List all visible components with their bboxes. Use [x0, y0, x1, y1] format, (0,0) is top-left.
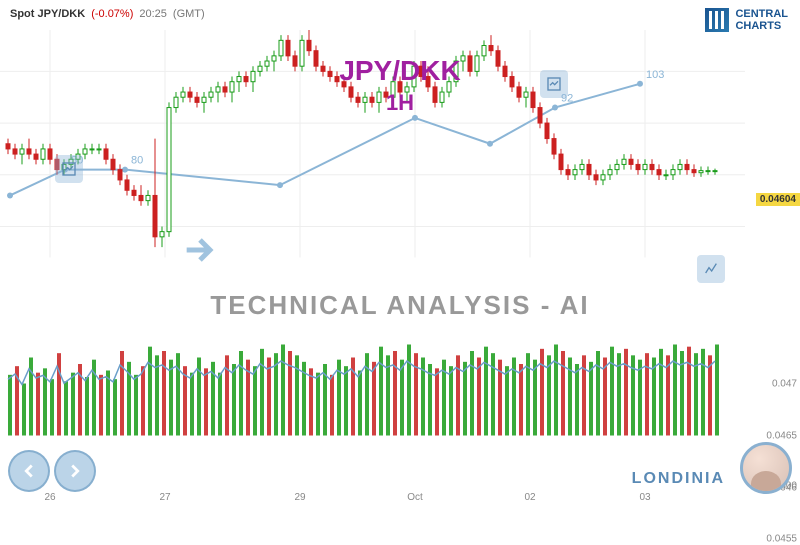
chart-tool-icon[interactable] [55, 155, 83, 183]
logo-text: CENTRALCHARTS [735, 8, 788, 32]
tz-label: (GMT) [173, 8, 205, 20]
change-label: (-0.07%) [91, 8, 133, 20]
nav-forward-button[interactable] [54, 450, 96, 492]
logo-icon [705, 8, 729, 32]
svg-text:103: 103 [646, 69, 664, 81]
current-price-tag: 0.04604 [756, 193, 800, 206]
timeframe-watermark: 1H [386, 90, 414, 116]
chart-header: Spot JPY/DKK (-0.07%) 20:25 (GMT) [10, 8, 205, 20]
nav-back-button[interactable] [8, 450, 50, 492]
svg-text:80: 80 [131, 155, 143, 167]
volume-panel[interactable]: 4000 [0, 338, 745, 470]
chart-tool-icon[interactable] [697, 255, 725, 283]
pair-watermark: JPY/DKK [339, 55, 460, 87]
arrow-icon [180, 230, 220, 275]
brand-logo[interactable]: CENTRALCHARTS [705, 8, 788, 32]
chart-area[interactable]: 808092103 0.04550.0460.04650.047 0.04604… [0, 30, 745, 470]
volume-chart-svg[interactable] [0, 338, 745, 470]
chart-tool-icon[interactable] [540, 70, 568, 98]
symbol-label: Spot JPY/DKK [10, 8, 85, 20]
time-label: 20:25 [139, 8, 167, 20]
tech-analysis-watermark: TECHNICAL ANALYSIS - AI [210, 290, 589, 321]
londinia-label: LONDINIA [632, 470, 725, 488]
avatar-icon[interactable] [740, 442, 792, 494]
